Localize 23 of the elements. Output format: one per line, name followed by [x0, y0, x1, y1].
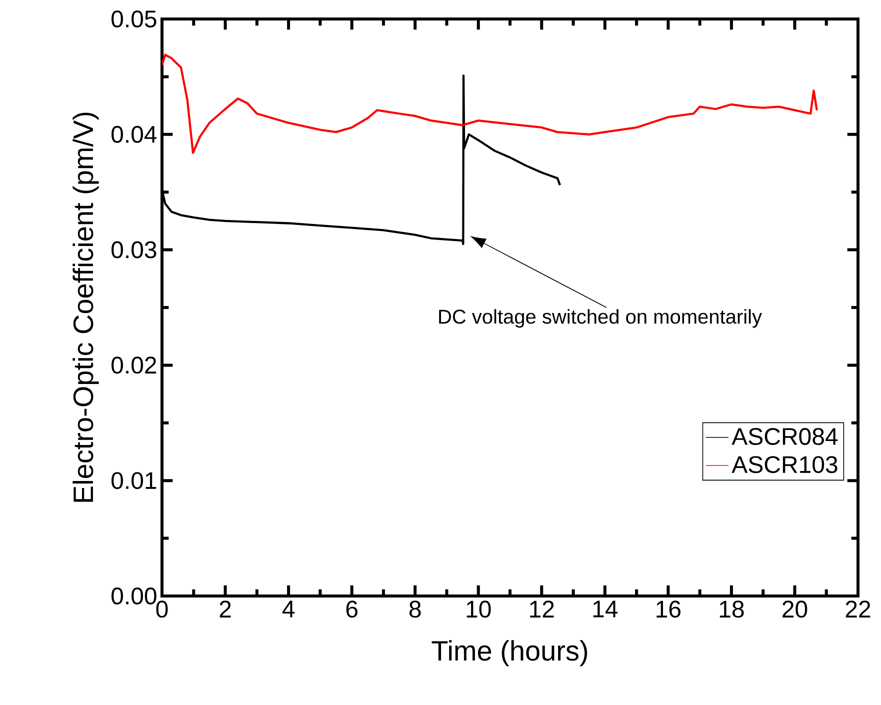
y-tick-label: 0.05 — [112, 10, 156, 28]
y-tick-label: 0.01 — [112, 472, 156, 490]
y-tick-label: 0.03 — [112, 241, 156, 258]
x-tick-label: 16 — [656, 600, 680, 618]
x-tick-label: 18 — [720, 600, 744, 618]
x-tick-label: 8 — [409, 600, 421, 618]
legend-label: ASCR084 — [732, 428, 838, 445]
legend-label: ASCR103 — [732, 456, 838, 474]
annotation: DC voltage switched on momentarily — [439, 309, 762, 328]
x-tick-label: 14 — [593, 600, 618, 618]
y-tick-label: 0.04 — [112, 126, 157, 143]
x-tick-label: 0 — [156, 600, 168, 618]
y-tick-label: 0.00 — [112, 587, 156, 604]
y-axis-title: Electro-Optic Coefficient (pm/V) — [72, 112, 99, 502]
x-tick-label: 12 — [530, 600, 554, 618]
x-tick-label: 2 — [220, 600, 231, 618]
y-tick-label: 0.02 — [112, 356, 156, 374]
x-tick-label: 4 — [282, 600, 295, 618]
x-tick-label: 22 — [846, 600, 870, 618]
x-tick-label: 20 — [782, 600, 808, 618]
x-tick-label: 6 — [346, 600, 358, 618]
x-tick-label: 10 — [466, 600, 491, 618]
x-axis-title: Time (hours) — [432, 640, 588, 666]
